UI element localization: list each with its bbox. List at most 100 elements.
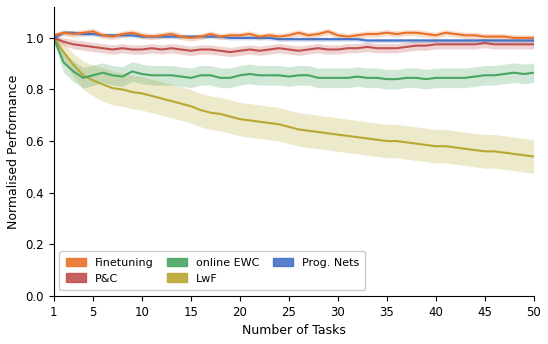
LwF: [286, 125, 292, 129]
Y-axis label: Normalised Performance: Normalised Performance: [7, 74, 20, 228]
LwF: [530, 154, 537, 159]
Line: P&C: P&C: [54, 38, 534, 52]
online EWC: [70, 69, 77, 74]
Finetuning: [50, 33, 57, 37]
Finetuning: [119, 32, 125, 36]
P&C: [237, 49, 243, 53]
online EWC: [266, 73, 272, 77]
P&C: [452, 42, 459, 46]
LwF: [60, 50, 67, 54]
Prog. Nets: [256, 36, 263, 40]
online EWC: [109, 73, 116, 77]
LwF: [100, 82, 106, 86]
Prog. Nets: [178, 34, 185, 39]
online EWC: [276, 73, 282, 77]
Finetuning: [149, 34, 155, 39]
online EWC: [286, 75, 292, 79]
Finetuning: [109, 34, 116, 39]
LwF: [129, 90, 135, 94]
P&C: [442, 42, 449, 46]
Prog. Nets: [364, 39, 370, 43]
LwF: [491, 149, 498, 153]
Prog. Nets: [315, 37, 322, 41]
Prog. Nets: [393, 39, 400, 43]
P&C: [403, 45, 410, 49]
LwF: [354, 135, 361, 139]
online EWC: [315, 76, 322, 80]
P&C: [119, 46, 125, 50]
LwF: [325, 131, 332, 136]
Prog. Nets: [403, 39, 410, 43]
LwF: [452, 146, 459, 150]
Prog. Nets: [295, 37, 302, 41]
Prog. Nets: [100, 33, 106, 37]
P&C: [50, 36, 57, 40]
Prog. Nets: [286, 37, 292, 41]
online EWC: [442, 76, 449, 80]
Line: Prog. Nets: Prog. Nets: [54, 33, 534, 41]
P&C: [344, 46, 351, 50]
Finetuning: [286, 33, 292, 37]
Prog. Nets: [442, 39, 449, 43]
online EWC: [393, 77, 400, 81]
LwF: [187, 104, 194, 108]
Prog. Nets: [491, 39, 498, 43]
online EWC: [149, 73, 155, 77]
LwF: [384, 139, 390, 143]
Finetuning: [423, 32, 429, 36]
P&C: [374, 46, 380, 50]
LwF: [364, 137, 370, 141]
Prog. Nets: [325, 37, 332, 41]
Prog. Nets: [50, 36, 57, 40]
Finetuning: [403, 31, 410, 35]
Prog. Nets: [266, 36, 272, 40]
Prog. Nets: [462, 39, 469, 43]
P&C: [227, 50, 233, 54]
Prog. Nets: [149, 34, 155, 39]
Finetuning: [217, 34, 224, 39]
online EWC: [168, 73, 175, 77]
online EWC: [129, 69, 135, 74]
P&C: [207, 47, 214, 52]
Finetuning: [207, 32, 214, 36]
Finetuning: [315, 32, 322, 36]
Prog. Nets: [187, 34, 194, 39]
Prog. Nets: [374, 39, 380, 43]
online EWC: [256, 73, 263, 77]
LwF: [423, 143, 429, 147]
Finetuning: [325, 29, 332, 33]
online EWC: [472, 75, 478, 79]
P&C: [472, 42, 478, 46]
LwF: [432, 144, 439, 148]
P&C: [384, 46, 390, 50]
Prog. Nets: [530, 39, 537, 43]
P&C: [256, 49, 263, 53]
online EWC: [403, 76, 410, 80]
P&C: [286, 47, 292, 52]
P&C: [305, 47, 312, 52]
online EWC: [50, 36, 57, 40]
P&C: [334, 47, 341, 52]
P&C: [325, 47, 332, 52]
Prog. Nets: [432, 39, 439, 43]
Finetuning: [139, 33, 145, 37]
Finetuning: [511, 36, 517, 40]
Finetuning: [334, 33, 341, 37]
Prog. Nets: [237, 36, 243, 40]
Finetuning: [90, 29, 96, 33]
Finetuning: [187, 36, 194, 40]
P&C: [364, 45, 370, 49]
Finetuning: [491, 34, 498, 39]
LwF: [178, 101, 185, 106]
online EWC: [491, 73, 498, 77]
LwF: [501, 151, 507, 155]
Finetuning: [237, 33, 243, 37]
Prog. Nets: [452, 39, 459, 43]
Finetuning: [129, 31, 135, 35]
Prog. Nets: [168, 34, 175, 39]
online EWC: [139, 72, 145, 76]
online EWC: [217, 76, 224, 80]
LwF: [482, 149, 488, 153]
Finetuning: [168, 32, 175, 36]
Finetuning: [384, 31, 390, 35]
